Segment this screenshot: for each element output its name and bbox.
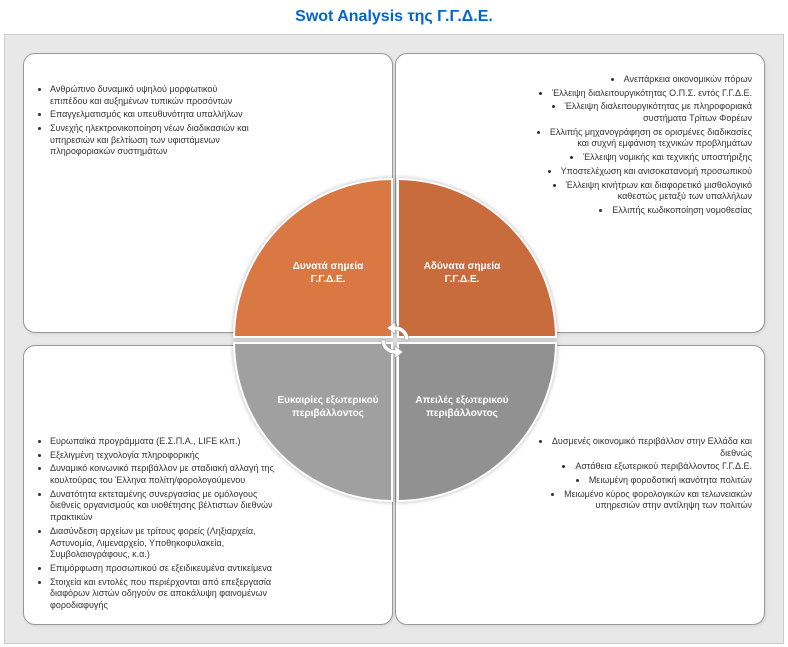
cycle-arrows-icon [375, 320, 415, 360]
list-item: Διασύνδεση αρχείων με τρίτους φορείς (Λη… [50, 526, 282, 561]
threats-label: Απειλές εξωτερικού περιβάλλοντος [409, 394, 515, 420]
strengths-slice: Δυνατά σημεία Γ.Γ.Δ.Ε. [233, 178, 393, 338]
list-item: Μειωμένο κύρος φορολογικών και τελωνειακ… [536, 489, 752, 512]
list-item: Στοιχεία και εντολές που περιέρχονται απ… [50, 577, 282, 612]
swot-circle: Δυνατά σημεία Γ.Γ.Δ.Ε. Αδύνατα σημεία Γ.… [231, 176, 559, 504]
list-item: Ανθρώπινο δυναμικό υψηλού μορφωτικού επι… [50, 84, 252, 107]
opportunities-label: Ευκαιρίες εξωτερικού περιβάλλοντος [275, 394, 381, 420]
page-title: Swot Analysis της Γ.Γ.Δ.Ε. [0, 0, 788, 34]
weaknesses-list: Ανεπάρκεια οικονομικών πόρων Έλλειψη διαλ… [536, 74, 752, 217]
list-item: Έλλειψη κινήτρων και διαφορετικό μισθολο… [536, 180, 752, 203]
threats-slice: Απειλές εξωτερικού περιβάλλοντος [397, 342, 557, 502]
threats-list: Δυσμενές οικονομικό περιβάλλον στην Ελλά… [536, 436, 752, 512]
list-item: Ελλιπής κωδικοποίηση νομοθεσίας [536, 205, 752, 217]
strengths-label: Δυνατά σημεία Γ.Γ.Δ.Ε. [275, 260, 381, 286]
weaknesses-slice: Αδύνατα σημεία Γ.Γ.Δ.Ε. [397, 178, 557, 338]
list-item: Ανεπάρκεια οικονομικών πόρων [536, 74, 752, 86]
list-item: Έλλειψη νομικής και τεχνικής υποστήριξης [536, 152, 752, 164]
swot-canvas: Ανθρώπινο δυναμικό υψηλού μορφωτικού επι… [4, 34, 784, 644]
list-item: Μειωμένη φοροδοτική ικανότητα πολιτών [536, 475, 752, 487]
list-item: Αστάθεια εξωτερικού περιβάλλοντος Γ.Γ.Δ.… [536, 461, 752, 473]
list-item: Συνεχής ηλεκτρονικοποίηση νέων διαδικασι… [50, 123, 252, 158]
list-item: Επαγγελματισμός και υπευθυνότητα υπαλλήλ… [50, 109, 252, 121]
list-item: Επιμόρφωση προσωπικού σε εξειδικευμένα α… [50, 563, 282, 575]
strengths-list: Ανθρώπινο δυναμικό υψηλού μορφωτικού επι… [36, 84, 252, 158]
list-item: Δυσμενές οικονομικό περιβάλλον στην Ελλά… [536, 436, 752, 459]
opportunities-slice: Ευκαιρίες εξωτερικού περιβάλλοντος [233, 342, 393, 502]
list-item: Ελλιπής μηχανογράφηση σε ορισμένες διαδι… [536, 127, 752, 150]
list-item: Έλλειψη διαλειτουργικότητας Ο.Π.Σ. εντός… [536, 88, 752, 100]
list-item: Έλλειψη διαλειτουργικότητας με πληροφορι… [536, 101, 752, 124]
list-item: Υποστελέχωση και ανισοκατανομή προσωπικο… [536, 166, 752, 178]
weaknesses-label: Αδύνατα σημεία Γ.Γ.Δ.Ε. [409, 260, 515, 286]
